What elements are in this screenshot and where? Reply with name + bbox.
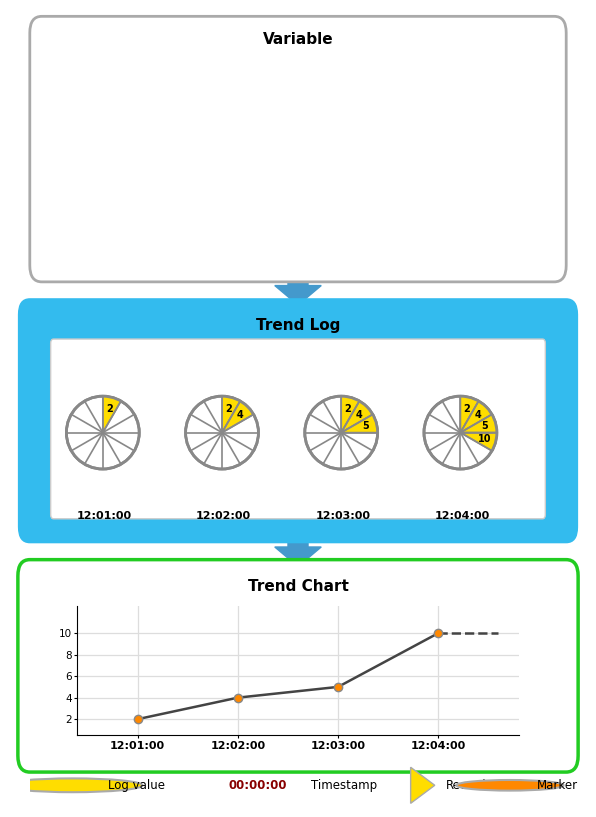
Wedge shape (461, 396, 479, 433)
Text: 2: 2 (106, 404, 113, 413)
Text: 5: 5 (481, 422, 488, 431)
Text: 00:00:00: 00:00:00 (228, 779, 287, 792)
Wedge shape (461, 433, 497, 451)
Text: 2: 2 (464, 404, 470, 413)
Text: 10: 10 (477, 434, 491, 444)
Text: 4: 4 (474, 410, 482, 420)
Circle shape (305, 396, 378, 469)
FancyArrow shape (275, 266, 321, 305)
FancyArrow shape (275, 527, 321, 566)
Text: 12:01:00: 12:01:00 (77, 511, 132, 520)
Text: Trend Chart: Trend Chart (247, 579, 349, 594)
Text: 12:02:00: 12:02:00 (196, 511, 251, 520)
Wedge shape (103, 396, 121, 433)
Circle shape (185, 396, 259, 469)
Wedge shape (222, 396, 240, 433)
Wedge shape (341, 414, 378, 433)
Text: 4: 4 (288, 199, 294, 208)
Wedge shape (341, 396, 359, 433)
Wedge shape (461, 414, 497, 433)
Circle shape (66, 396, 139, 469)
Text: 2: 2 (344, 404, 351, 413)
Text: 2: 2 (225, 404, 232, 413)
Wedge shape (341, 401, 372, 433)
Wedge shape (222, 401, 253, 433)
Wedge shape (461, 401, 492, 433)
Circle shape (424, 396, 497, 469)
Text: Record: Record (446, 779, 486, 792)
Text: Log value: Log value (107, 779, 164, 792)
Text: 5: 5 (374, 183, 380, 193)
Circle shape (457, 780, 564, 791)
Text: Variable: Variable (263, 32, 333, 47)
Polygon shape (411, 767, 435, 803)
Text: 4: 4 (355, 410, 362, 420)
Text: Trend Log: Trend Log (256, 318, 340, 333)
Text: 12:03:00: 12:03:00 (315, 511, 370, 520)
Text: Timestamp: Timestamp (312, 779, 377, 792)
Text: 12:04:00: 12:04:00 (434, 511, 489, 520)
Text: 10: 10 (467, 107, 479, 116)
Text: Marker: Marker (537, 779, 578, 792)
Text: 5: 5 (362, 422, 368, 431)
Text: 4: 4 (236, 410, 243, 420)
Circle shape (3, 779, 142, 792)
Text: Interval: Interval (176, 66, 216, 76)
Text: 2: 2 (134, 221, 141, 230)
